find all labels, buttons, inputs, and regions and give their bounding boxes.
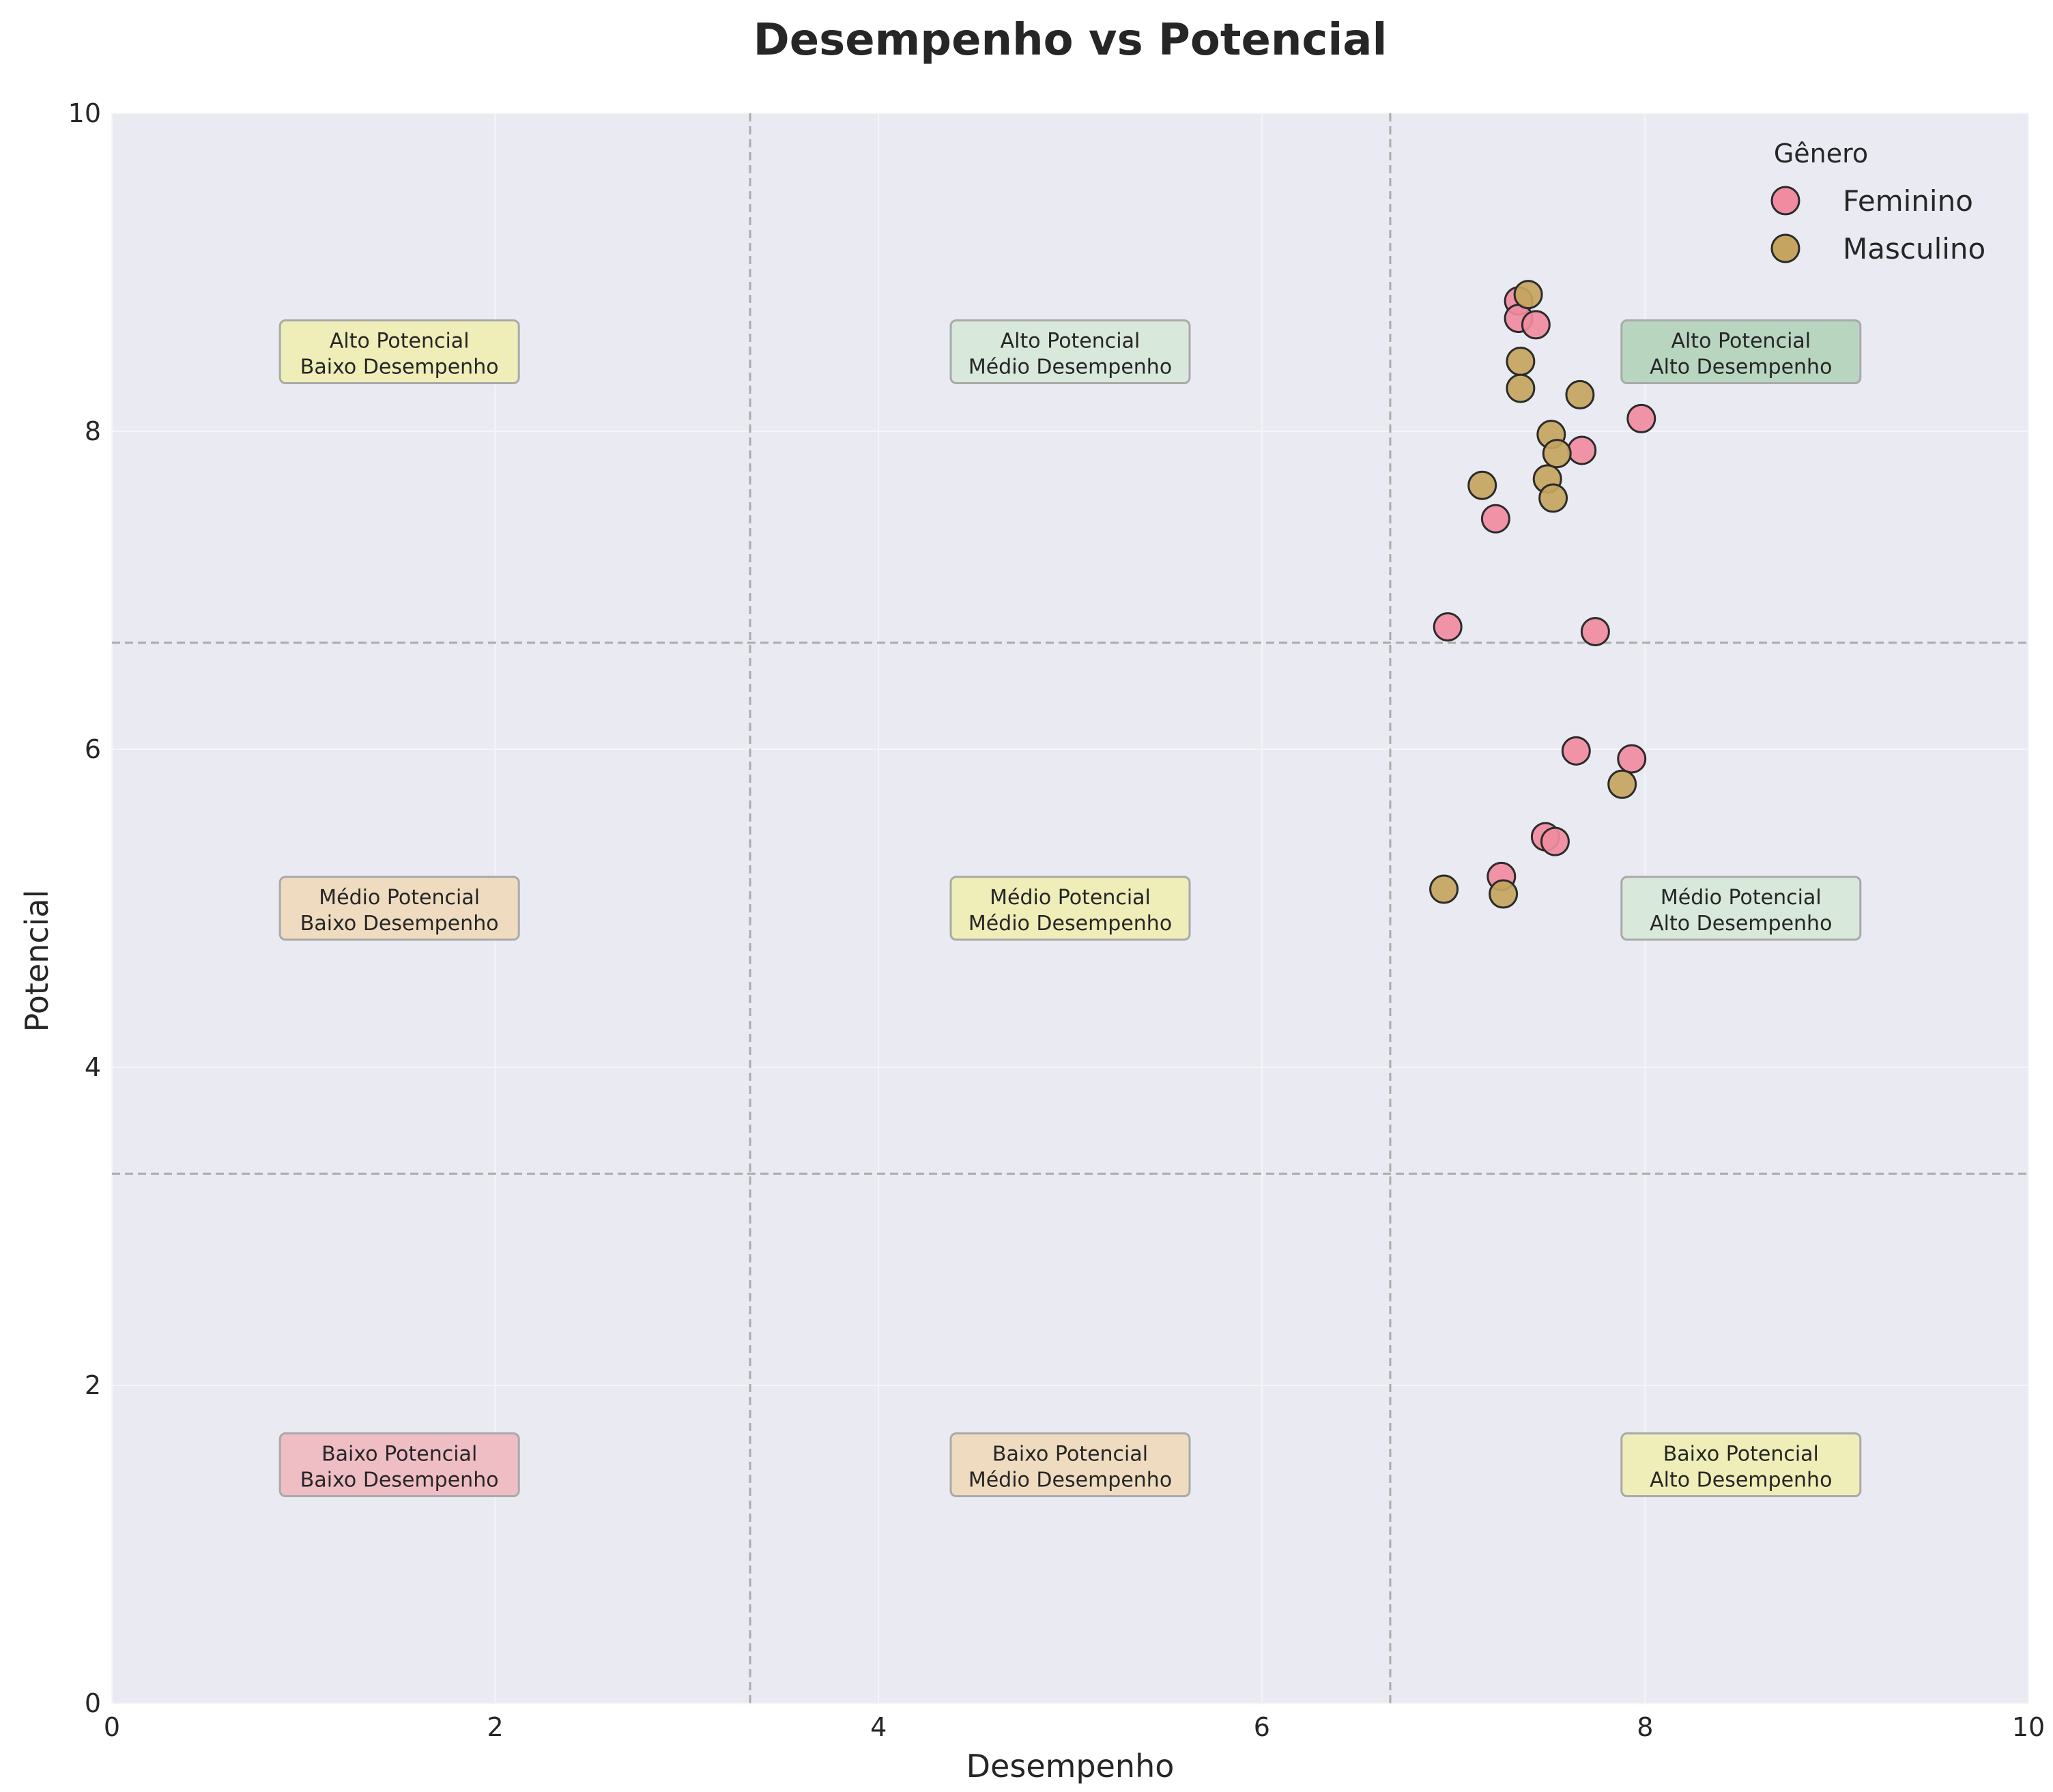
zone-box: [278, 876, 520, 941]
data-point: [1506, 373, 1536, 403]
data-point: [1513, 280, 1543, 310]
zone-line-1: Médio Potencial: [319, 886, 480, 910]
zone-box: [1620, 319, 1862, 384]
x-tick-label: 10: [2012, 1712, 2045, 1742]
zone-line-2: Médio Desempenho: [968, 912, 1172, 936]
zone-box: [949, 876, 1191, 941]
zone-box: [278, 319, 520, 384]
legend-label-masculino: Masculino: [1843, 232, 1985, 265]
data-point: [1567, 435, 1597, 465]
zone-label-alto-alto: Alto Potencial Alto Desempenho: [1620, 319, 1862, 384]
zone-box: [278, 1432, 520, 1497]
zone-line-2: Alto Desempenho: [1650, 1469, 1832, 1492]
data-point: [1626, 403, 1656, 433]
zone-line-1: Alto Potencial: [1671, 330, 1811, 353]
zone-line-2: Alto Desempenho: [1650, 356, 1832, 379]
zone-box: [1620, 1432, 1862, 1497]
zone-line-1: Médio Potencial: [1661, 886, 1822, 910]
zone-line-1: Baixo Potencial: [992, 1443, 1148, 1466]
data-point: [1565, 379, 1595, 409]
y-axis-label: Potencial: [18, 890, 55, 1032]
zone-label-alto-baixo: Alto Potencial Baixo Desempenho: [278, 319, 520, 384]
data-point: [1433, 612, 1463, 642]
zone-box: [1620, 876, 1862, 941]
zone-box: [949, 1432, 1191, 1497]
zone-line-1: Alto Potencial: [330, 330, 470, 353]
zone-label-baixo-baixo: Baixo Potencial Baixo Desempenho: [278, 1432, 520, 1497]
zone-line-2: Médio Desempenho: [968, 1469, 1172, 1492]
data-point: [1521, 310, 1551, 340]
legend-marker-feminino: [1770, 186, 1800, 216]
zone-label-baixo-medio: Baixo Potencial Médio Desempenho: [949, 1432, 1191, 1497]
x-tick-label: 8: [1637, 1712, 1653, 1742]
zone-label-baixo-alto: Baixo Potencial Alto Desempenho: [1620, 1432, 1862, 1497]
data-point: [1506, 346, 1536, 376]
x-tick-label: 6: [1254, 1712, 1270, 1742]
zone-label-alto-medio: Alto Potencial Médio Desempenho: [949, 319, 1191, 384]
legend-marker-masculino: [1770, 233, 1800, 263]
legend-label-feminino: Feminino: [1843, 184, 1973, 218]
data-point: [1542, 439, 1572, 469]
data-point: [1580, 617, 1610, 647]
x-tick-label: 4: [870, 1712, 887, 1742]
data-point: [1561, 736, 1591, 766]
y-tick-label: 4: [85, 1052, 101, 1082]
x-tick-label: 0: [104, 1712, 120, 1742]
zone-line-1: Médio Potencial: [990, 886, 1151, 910]
zone-box: [949, 319, 1191, 384]
y-tick-label: 8: [85, 416, 101, 446]
y-tick-label: 6: [85, 734, 101, 764]
data-point: [1467, 470, 1497, 500]
zone-line-2: Médio Desempenho: [968, 356, 1172, 379]
chart-title: Desempenho vs Potencial: [753, 15, 1388, 66]
zone-line-1: Alto Potencial: [1001, 330, 1140, 353]
zone-line-2: Baixo Desempenho: [300, 356, 499, 379]
data-point: [1429, 874, 1459, 904]
data-point: [1607, 769, 1637, 799]
data-point: [1489, 879, 1519, 909]
data-point: [1617, 744, 1647, 774]
x-tick-label: 2: [487, 1712, 504, 1742]
y-tick-label: 0: [85, 1688, 101, 1718]
data-point: [1480, 504, 1510, 534]
data-point: [1538, 483, 1568, 513]
y-tick-label: 2: [85, 1370, 101, 1400]
zone-line-2: Alto Desempenho: [1650, 912, 1832, 936]
y-tick-label: 10: [68, 98, 101, 128]
zone-line-1: Baixo Potencial: [321, 1443, 477, 1466]
legend: Gênero Feminino Masculino: [1770, 139, 1985, 265]
zone-line-1: Baixo Potencial: [1663, 1443, 1819, 1466]
x-axis-label: Desempenho: [966, 1748, 1175, 1784]
series-masculino: [1429, 280, 1637, 909]
zone-line-2: Baixo Desempenho: [300, 912, 499, 936]
data-point: [1540, 826, 1570, 856]
zone-line-2: Baixo Desempenho: [300, 1469, 499, 1492]
legend-title: Gênero: [1774, 139, 1868, 169]
